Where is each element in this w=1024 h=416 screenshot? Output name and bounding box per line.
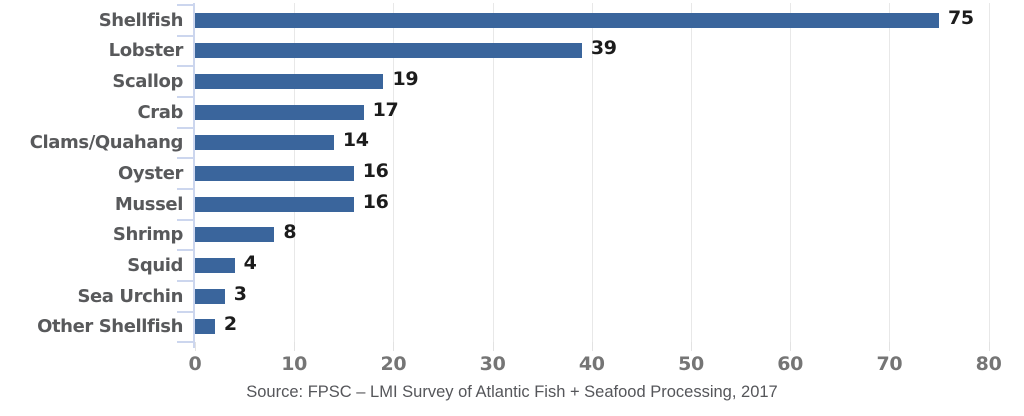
x-axis-tick-label: 50 xyxy=(678,353,704,376)
gridline xyxy=(988,3,990,343)
x-axis-tick-label: 80 xyxy=(975,353,1002,376)
value-label: 39 xyxy=(590,37,617,60)
x-axis-tick-mark xyxy=(790,342,792,352)
bar xyxy=(195,43,582,59)
gridline xyxy=(393,3,395,343)
bar xyxy=(195,104,364,120)
y-axis-tick-mark xyxy=(177,341,194,344)
bar-row: Shellfish 75 xyxy=(0,5,1024,36)
y-axis-line xyxy=(193,3,195,349)
value-label: 75 xyxy=(948,6,974,29)
value-label: 2 xyxy=(223,313,237,336)
value-label: 16 xyxy=(362,160,389,183)
x-axis-tick-label: 0 xyxy=(188,353,202,376)
y-axis-tick-mark xyxy=(177,126,194,129)
y-axis-tick-mark xyxy=(177,187,194,190)
value-label: 8 xyxy=(283,221,297,244)
category-label: Crab xyxy=(137,101,183,123)
y-axis-tick-mark xyxy=(177,95,194,98)
x-axis-tick-mark xyxy=(492,342,494,352)
value-label: 19 xyxy=(392,68,419,91)
bar-row: Shrimp 8 xyxy=(0,220,1024,251)
value-label: 16 xyxy=(362,190,389,213)
x-axis-tick-mark xyxy=(988,342,990,352)
value-label: 4 xyxy=(243,252,257,274)
x-axis-tick-label: 10 xyxy=(281,353,308,376)
x-axis-tick-mark xyxy=(195,342,196,352)
bar-row: Lobster 39 xyxy=(0,36,1024,67)
y-axis-tick-mark xyxy=(177,310,194,313)
category-label: Mussel xyxy=(114,193,184,215)
bar xyxy=(195,227,275,243)
bar-row: Other Shellfish 2 xyxy=(0,312,1024,343)
category-label: Clams/Quahang xyxy=(29,132,184,154)
y-axis-tick-mark xyxy=(177,157,194,160)
bar xyxy=(195,135,334,151)
x-axis-tick-label: 30 xyxy=(479,353,506,376)
x-axis-tick-label: 60 xyxy=(777,353,804,376)
bar-row: Scallop 19 xyxy=(0,66,1024,97)
bar xyxy=(195,288,225,304)
x-axis-tick-mark xyxy=(591,342,593,352)
gridline xyxy=(691,3,692,343)
plot-area: Shellfish 75 Lobster 39 Scallop 19 Crab 17 Clams… xyxy=(0,3,1024,376)
category-label: Shrimp xyxy=(112,224,183,246)
category-label: Shellfish xyxy=(98,9,184,31)
x-axis-tick-mark xyxy=(691,342,692,352)
x-axis-tick-label: 40 xyxy=(578,353,605,376)
value-label: 14 xyxy=(342,129,369,152)
bar xyxy=(195,258,235,273)
gridline xyxy=(790,3,792,343)
y-axis-tick-mark xyxy=(177,249,194,252)
category-label: Sea Urchin xyxy=(77,285,183,307)
value-label: 3 xyxy=(233,282,247,305)
y-axis-tick-mark xyxy=(177,279,194,282)
bar xyxy=(195,166,354,182)
x-axis-tick-mark xyxy=(889,342,891,352)
x-axis-tick-mark xyxy=(294,342,296,352)
bar-row: Crab 17 xyxy=(0,97,1024,128)
y-axis-tick-mark xyxy=(177,4,194,6)
source-caption: Source: FPSC – LMI Survey of Atlantic Fi… xyxy=(246,383,778,401)
y-axis-tick-mark xyxy=(177,34,194,37)
gridline xyxy=(889,3,891,343)
category-label: Lobster xyxy=(108,40,184,62)
category-label: Oyster xyxy=(117,163,183,185)
y-axis-tick-mark xyxy=(177,65,194,68)
category-label: Squid xyxy=(127,255,183,276)
category-label: Other Shellfish xyxy=(37,316,183,338)
bar xyxy=(195,12,939,28)
gridline xyxy=(492,3,494,343)
bar xyxy=(195,74,384,90)
bar xyxy=(195,196,354,212)
y-axis-tick-mark xyxy=(177,218,194,221)
x-axis-tick-mark xyxy=(393,342,395,352)
category-label: Scallop xyxy=(112,71,183,93)
bar-row: Clams/Quahang 14 xyxy=(0,128,1024,159)
gridline xyxy=(591,3,593,343)
value-label: 17 xyxy=(372,98,399,121)
x-axis-tick-label: 70 xyxy=(876,353,903,376)
x-axis-tick-label: 20 xyxy=(380,353,407,376)
bar-row: Sea Urchin 3 xyxy=(0,281,1024,312)
bar-row: Oyster 16 xyxy=(0,158,1024,189)
bar-row: Mussel 16 xyxy=(0,189,1024,220)
bar-row: Squid 4 xyxy=(0,250,1024,281)
bar xyxy=(195,319,215,335)
